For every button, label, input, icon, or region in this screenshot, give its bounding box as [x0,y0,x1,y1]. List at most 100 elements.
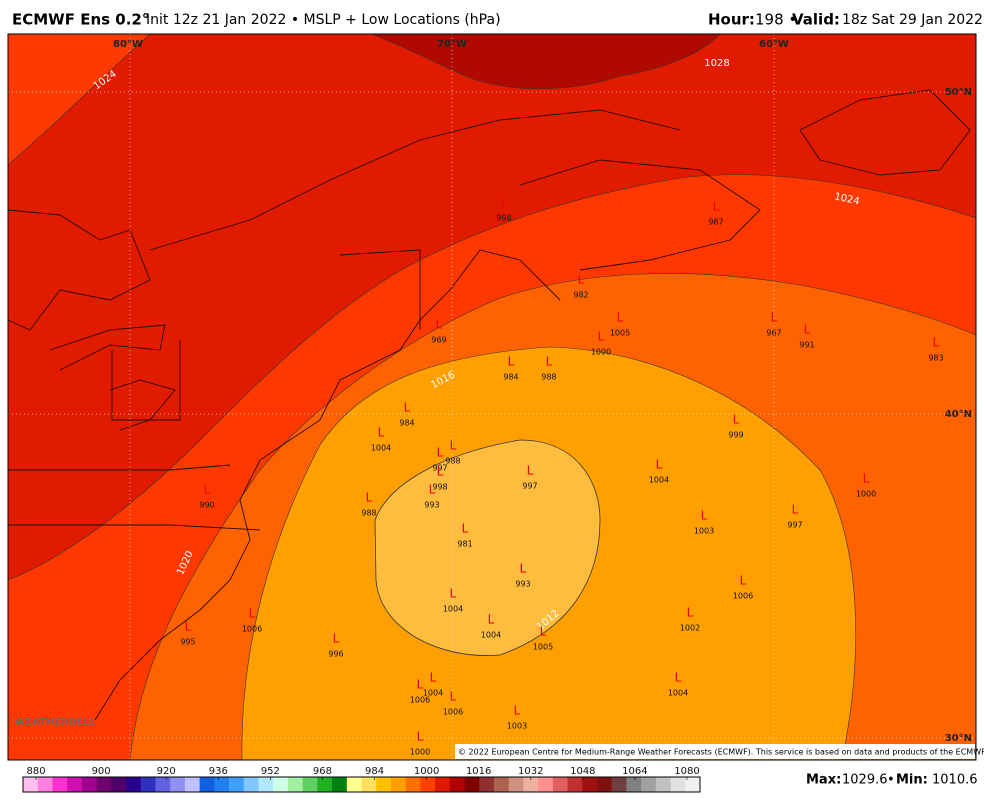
colorbar-cell [670,777,686,792]
graticule [8,34,976,760]
low-symbol: L [417,730,424,744]
low-pressure: 967 [766,329,781,338]
pressure-region [374,439,601,656]
colorbar-cell [23,777,39,792]
low-symbol: L [462,522,469,536]
low-symbol: L [527,464,534,478]
low-symbol: L [933,336,940,350]
colorbar-tick-label: 1064 [622,766,647,777]
low-pressure: 990 [199,501,214,510]
low-pressure: 999 [728,431,743,440]
colorbar-cell [361,777,377,792]
low-pressure: 1000 [591,348,611,357]
colorbar-cell [508,777,524,792]
colorbar-cell [405,777,421,792]
low-pressure: 1004 [481,631,501,640]
colorbar-tick-label: 968 [313,766,332,777]
low-pressure: 987 [708,218,723,227]
lon-label: 60°W [759,39,789,50]
colorbar-cell [552,777,569,792]
low-pressure: 1004 [649,476,669,485]
colorbar-tick-label: 1016 [466,766,491,777]
coastline [149,109,681,251]
subtitle: Init 12z 21 Jan 2022 • MSLP + Low Locati… [146,12,501,28]
lat-label: 50°N [945,87,972,98]
colorbar-cell [346,777,362,792]
low-symbol: L [450,587,457,601]
low-pressure: 1004 [443,605,463,614]
colorbar-cell [229,777,245,792]
colorbar-tick-label: 1000 [414,766,439,777]
low-symbol: L [204,483,211,497]
low-symbol: L [430,671,437,685]
low-pressure: 984 [503,373,518,382]
low-pressure: 1004 [371,444,391,453]
low-symbol: L [804,323,811,337]
colorbar-tick-label: 900 [92,766,111,777]
colorbar-cell [96,777,112,792]
low-symbol: L [792,503,799,517]
isobar-label: 1024 [833,191,860,207]
brand: WEATHERBELL [14,717,96,728]
credit: © 2022 European Centre for Medium-Range … [458,748,984,757]
colorbar-cell [567,777,583,792]
colorbar-tick-label: 1032 [518,766,543,777]
lat-label: 30°N [945,733,972,744]
low-symbol: L [333,632,340,646]
low-symbol: L [437,465,444,479]
low-pressure: 1006 [410,696,430,705]
coastline [8,209,151,331]
colorbar-cell [655,777,672,792]
pressure-region [371,34,721,90]
coastline [94,249,561,721]
low-symbol: L [740,574,747,588]
colorbar-tick-label: 936 [209,766,228,777]
low-pressure: 1000 [856,490,876,499]
colorbar-tick-label: 1048 [570,766,595,777]
max-label: Max: [806,773,841,788]
low-symbol: L [540,625,547,639]
colorbar-cell [332,777,348,792]
colorbar-cell [317,777,333,792]
low-pressure: 1005 [610,329,630,338]
low-symbol: L [713,200,720,214]
colorbar-cell [449,777,466,792]
colorbar-tick-label: 984 [365,766,384,777]
colorbar-cell [170,777,186,792]
colorbar-cell [390,777,407,792]
low-pressure: 1005 [533,643,553,652]
low-symbol: L [771,311,778,325]
pressure-region [8,34,151,166]
colorbar-cell [184,777,201,792]
low-pressure: 997 [787,521,802,530]
low-symbol: L [617,311,624,325]
low-symbol: L [546,355,553,369]
low-pressure: 1004 [668,689,688,698]
low-pressure: 991 [799,341,814,350]
colorbar-cell [214,777,230,792]
low-symbol: L [185,620,192,634]
colorbar-cell [140,777,156,792]
low-pressure: 969 [431,336,446,345]
low-pressure: 1006 [443,708,463,717]
colorbar-cell [641,777,657,792]
low-symbol: L [249,607,256,621]
low-pressure: 993 [424,501,439,510]
low-pressure: 998 [432,483,447,492]
colorbar-cell [52,777,68,792]
low-pressure: 988 [541,373,556,382]
low-symbol: L [366,491,373,505]
low-symbol: L [450,439,457,453]
low-symbol: L [656,458,663,472]
low-pressure: 997 [432,464,447,473]
colorbar-cell [155,777,171,792]
low-symbol: L [450,690,457,704]
low-symbol: L [687,606,694,620]
hour: 198 • [755,11,797,29]
low-pressure: 1002 [680,624,700,633]
low-symbol: L [501,196,508,210]
low-pressure: 1003 [694,527,714,536]
low-symbol: L [675,671,682,685]
coastline [109,379,176,431]
colorbar-cell [376,777,392,792]
